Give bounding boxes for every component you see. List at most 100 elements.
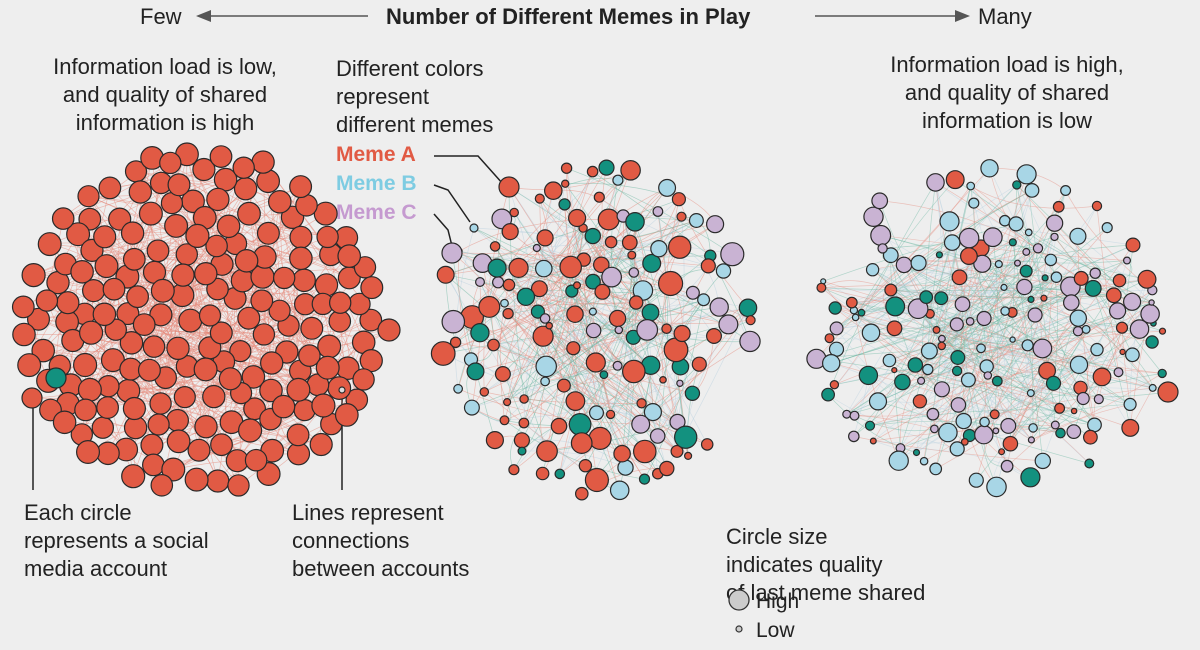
connection-line: [573, 299, 704, 349]
connection-line: [237, 390, 272, 461]
connection-line: [151, 280, 305, 446]
connection-line: [1024, 190, 1066, 288]
account-node: [673, 324, 691, 343]
account-node: [938, 422, 958, 443]
account-node: [649, 428, 666, 444]
connection-line: [466, 371, 476, 408]
connection-line: [523, 324, 729, 400]
connection-line: [846, 242, 953, 415]
connection-line: [962, 304, 997, 488]
connection-line: [835, 286, 1025, 309]
connection-line: [175, 225, 215, 397]
connection-line: [320, 302, 341, 445]
connection-line: [50, 350, 241, 411]
account-node: [709, 297, 729, 317]
connection-line: [217, 276, 263, 482]
account-node: [77, 377, 102, 402]
connection-line: [303, 280, 349, 369]
meme-a-leader: [434, 155, 504, 185]
connection-line: [917, 308, 1031, 394]
connection-line: [969, 329, 1087, 436]
connection-line: [150, 213, 289, 326]
account-node: [469, 223, 479, 233]
connection-line: [222, 361, 238, 461]
connection-line: [827, 394, 917, 453]
account-node: [45, 367, 67, 389]
connection-line: [929, 313, 1075, 412]
connection-line: [855, 264, 905, 318]
account-node: [869, 437, 877, 445]
connection-line: [870, 332, 1080, 366]
connection-line: [284, 237, 347, 279]
account-node: [676, 379, 684, 387]
connection-line: [880, 235, 1128, 261]
connection-line: [592, 281, 678, 423]
connection-line: [525, 217, 578, 297]
account-node: [122, 247, 146, 271]
connection-line: [835, 307, 1163, 332]
connection-line: [576, 284, 683, 334]
connection-line: [959, 262, 1018, 278]
connection-line: [455, 227, 584, 343]
connection-line: [987, 375, 1095, 426]
connection-line: [647, 329, 700, 365]
connection-line: [539, 216, 682, 290]
connection-line: [152, 157, 302, 238]
connection-line: [497, 273, 612, 283]
annotation-lines-line: connections: [292, 528, 410, 553]
connection-line: [882, 248, 996, 415]
connection-line: [1059, 407, 1095, 425]
connection-line: [854, 413, 933, 417]
connection-line: [254, 233, 269, 409]
account-node: [194, 262, 218, 286]
account-node: [92, 302, 117, 327]
connection-line: [33, 236, 301, 276]
account-node: [1149, 319, 1157, 327]
connection-line: [149, 272, 155, 371]
account-node: [502, 307, 514, 320]
account-node: [976, 310, 992, 327]
connection-line: [846, 357, 959, 415]
connection-line: [1015, 223, 1120, 281]
account-node: [625, 212, 645, 232]
account-node: [292, 268, 316, 293]
connection-line: [186, 154, 236, 299]
account-node: [97, 375, 120, 398]
connection-line: [135, 161, 264, 177]
connection-line: [57, 250, 93, 283]
account-node: [937, 341, 947, 351]
connection-line: [573, 348, 623, 454]
connection-line: [104, 313, 255, 410]
connection-line: [178, 184, 247, 261]
connection-line: [994, 302, 1152, 415]
account-node: [566, 305, 584, 323]
connection-line: [939, 241, 1013, 256]
connection-line: [84, 294, 183, 315]
connection-line: [853, 241, 1013, 311]
connection-line: [261, 300, 341, 304]
connection-line: [543, 335, 597, 363]
connection-line: [1078, 327, 1123, 366]
connection-line: [197, 235, 372, 288]
connection-line: [623, 198, 680, 217]
connection-line: [93, 290, 301, 372]
connection-line: [96, 236, 107, 267]
connection-line: [507, 381, 546, 403]
account-node: [586, 165, 599, 178]
connection-line: [1101, 313, 1151, 378]
connection-line: [137, 188, 246, 297]
connection-line: [957, 272, 1096, 358]
connection-line: [479, 332, 642, 404]
connection-line: [537, 170, 631, 312]
connection-line: [284, 277, 313, 329]
connection-line: [176, 186, 301, 227]
connection-line: [102, 427, 218, 482]
account-node: [604, 235, 618, 249]
account-node: [298, 344, 321, 367]
connection-line: [903, 264, 982, 349]
connection-line: [523, 290, 573, 400]
connection-line: [989, 168, 1131, 429]
connection-line: [536, 247, 720, 308]
account-node: [56, 391, 80, 416]
account-node: [35, 289, 59, 312]
